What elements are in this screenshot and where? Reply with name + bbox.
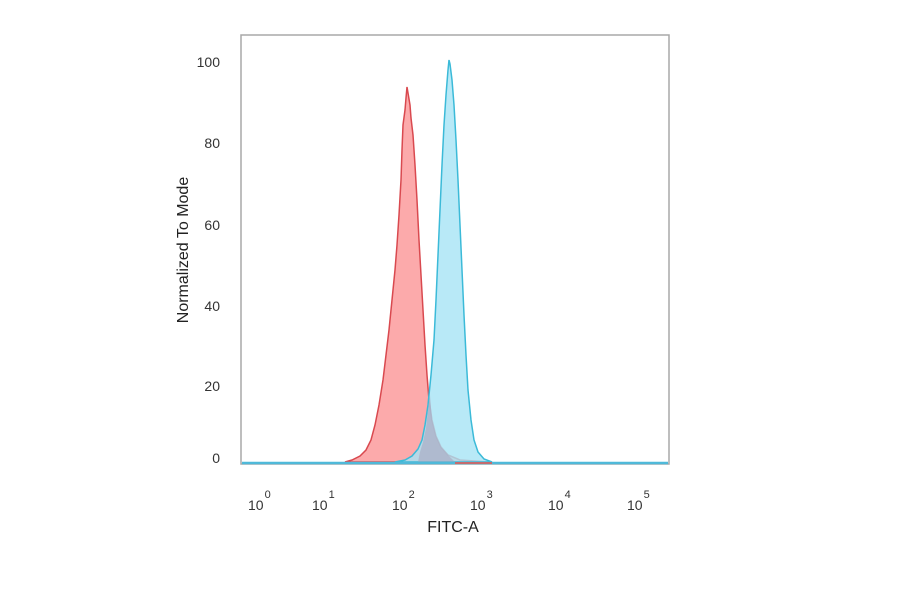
y-tick-20: 20 — [204, 378, 220, 394]
y-axis-ticks: 0 20 40 60 80 100 — [197, 54, 221, 466]
x-tick-1e5: 105 — [627, 489, 650, 513]
y-tick-80: 80 — [204, 135, 220, 151]
x-tick-1e3: 103 — [470, 489, 493, 513]
y-tick-100: 100 — [197, 54, 221, 70]
x-tick-1e1: 101 — [312, 489, 335, 513]
x-tick-1e4: 104 — [548, 489, 571, 513]
x-tick-1e2: 102 — [392, 489, 415, 513]
y-tick-40: 40 — [204, 298, 220, 314]
x-axis-title: FITC-A — [427, 519, 479, 536]
x-axis-ticks: 100 101 102 103 104 105 — [248, 489, 650, 513]
x-tick-1e0: 100 — [248, 489, 271, 513]
y-tick-60: 60 — [204, 217, 220, 233]
y-tick-0: 0 — [212, 450, 220, 466]
overlap-region — [418, 395, 455, 462]
y-axis-title: Normalized To Mode — [175, 177, 192, 324]
series-stained-area — [394, 59, 493, 463]
